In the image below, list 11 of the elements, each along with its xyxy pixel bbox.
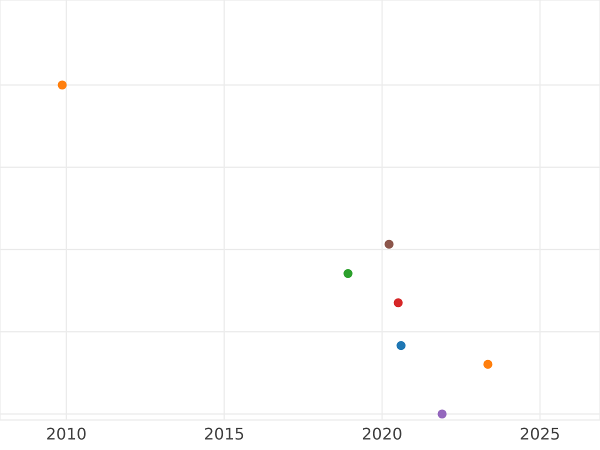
point	[384, 240, 394, 249]
x-tick-label: 2025	[520, 424, 560, 444]
point	[58, 80, 67, 90]
x-tick-label: 2015	[204, 424, 245, 444]
point	[343, 269, 353, 278]
point	[396, 341, 406, 350]
point	[394, 298, 403, 308]
point	[438, 409, 447, 419]
x-tick-label: 2020	[362, 424, 402, 444]
point	[483, 360, 492, 369]
x-tick-label: 2010	[46, 424, 87, 444]
